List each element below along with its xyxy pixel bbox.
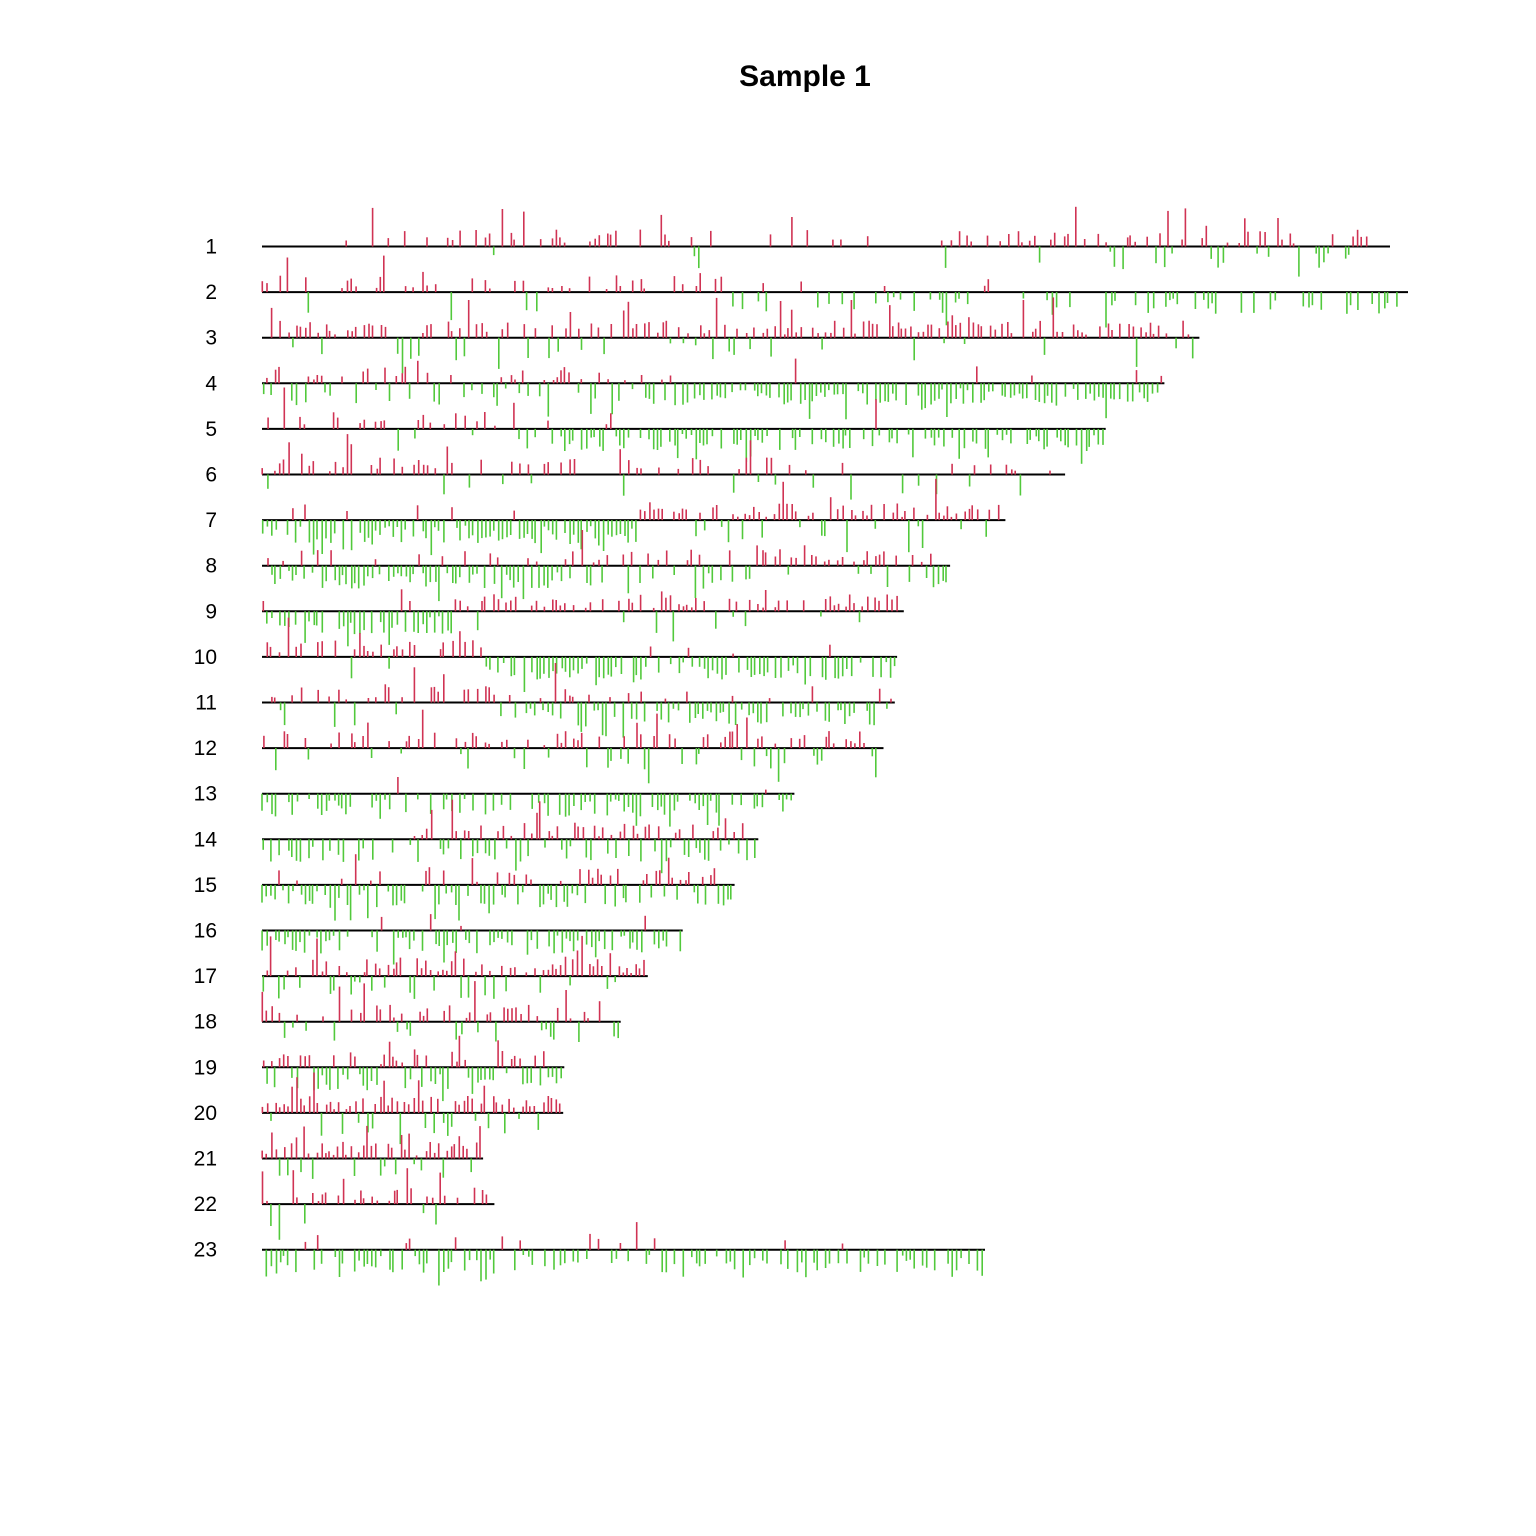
chromosome-label-7: 7: [205, 509, 217, 532]
chromosome-label-9: 9: [205, 600, 217, 623]
chromosome-label-16: 16: [194, 920, 217, 943]
chromosome-label-15: 15: [194, 874, 217, 897]
chromosome-label-11: 11: [195, 692, 217, 715]
chromosome-label-20: 20: [194, 1102, 217, 1125]
chromosome-label-18: 18: [194, 1011, 217, 1034]
chromosome-label-21: 21: [194, 1148, 217, 1171]
chromosome-label-5: 5: [205, 418, 217, 441]
chromosome-label-23: 23: [194, 1239, 217, 1262]
chromosome-label-4: 4: [205, 372, 217, 395]
chromosome-label-17: 17: [194, 965, 217, 988]
chromosome-label-14: 14: [194, 828, 218, 851]
chromosome-label-22: 22: [194, 1193, 217, 1216]
chromosome-label-8: 8: [205, 555, 217, 578]
chromosome-label-12: 12: [194, 737, 217, 760]
chromosome-label-10: 10: [194, 646, 217, 669]
chromosome-label-2: 2: [205, 281, 217, 304]
chromosome-label-19: 19: [194, 1056, 217, 1079]
chromosome-label-6: 6: [205, 464, 217, 487]
chromosome-label-1: 1: [205, 236, 217, 259]
chromosome-label-3: 3: [205, 327, 217, 350]
copy-number-segments: [261, 206, 1398, 1286]
chart-title: Sample 1: [739, 60, 871, 93]
chromosome-label-13: 13: [194, 783, 217, 806]
